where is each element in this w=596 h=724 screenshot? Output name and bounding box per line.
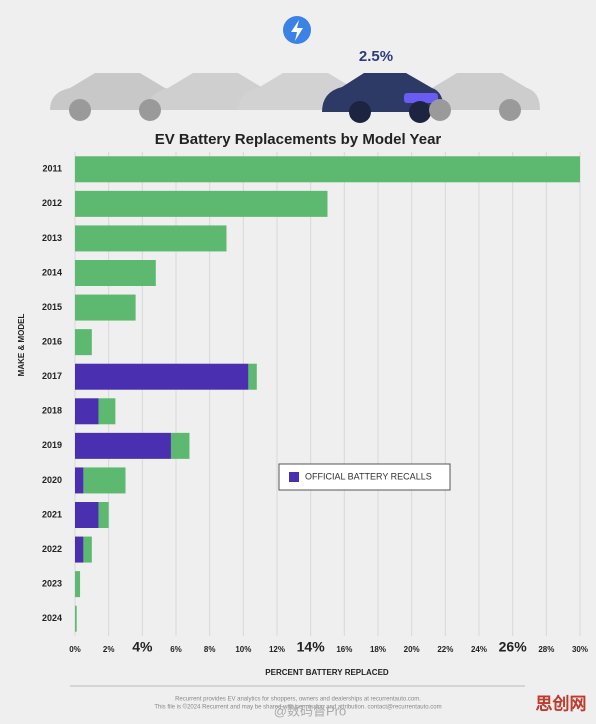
x-tick-label: 6% bbox=[170, 645, 182, 654]
chart-title: EV Battery Replacements by Model Year bbox=[155, 131, 442, 148]
bar-segment bbox=[98, 398, 116, 425]
bar-segment bbox=[248, 363, 257, 390]
bar-segment bbox=[75, 156, 580, 183]
footer-text: This file is ©2024 Recurrent and may be … bbox=[154, 704, 441, 711]
bolt bbox=[291, 20, 303, 41]
x-tick-label: 12% bbox=[269, 645, 285, 654]
bar-segment bbox=[75, 571, 81, 598]
y-tick-label: 2011 bbox=[42, 164, 62, 174]
bar-segment bbox=[75, 432, 171, 459]
watermark: 思创网 bbox=[536, 693, 587, 713]
bar-segment bbox=[75, 363, 249, 390]
x-tick-label: 10% bbox=[235, 645, 251, 654]
bar-segment bbox=[83, 467, 126, 494]
bar-segment bbox=[75, 329, 92, 356]
bar-segment bbox=[75, 260, 156, 286]
bar-segment bbox=[75, 467, 84, 494]
y-tick-label: 2023 bbox=[42, 579, 62, 589]
x-tick-label: 0% bbox=[69, 645, 81, 654]
legend-swatch bbox=[289, 472, 299, 482]
x-tick-label: 8% bbox=[204, 645, 216, 654]
bar-segment bbox=[75, 502, 99, 528]
y-tick-label: 2016 bbox=[42, 337, 62, 347]
x-tick-label: 22% bbox=[437, 645, 453, 654]
y-tick-label: 2019 bbox=[42, 440, 62, 450]
y-tick-label: 2017 bbox=[42, 371, 62, 381]
legend-box bbox=[278, 463, 451, 491]
y-tick-label: 2012 bbox=[42, 198, 62, 208]
legend-label: OFFICIAL BATTERY RECALLS bbox=[305, 471, 432, 481]
bar-segment bbox=[75, 536, 84, 563]
x-tick-label: 20% bbox=[404, 645, 420, 654]
bar-segment bbox=[170, 432, 190, 459]
badge: 2.5% bbox=[359, 48, 393, 65]
bar-segment bbox=[75, 225, 227, 252]
y-tick-label: 2020 bbox=[42, 475, 62, 485]
x-tick-label: 18% bbox=[370, 645, 386, 654]
x-tick-label: 30% bbox=[572, 645, 588, 654]
bar-segment bbox=[75, 398, 99, 425]
x-tick-label: 24% bbox=[471, 645, 487, 654]
y-tick-label: 2018 bbox=[42, 406, 62, 416]
x-tick-label: 4% bbox=[132, 639, 153, 655]
x-axis-label: PERCENT BATTERY REPLACED bbox=[265, 668, 389, 677]
bar-segment bbox=[98, 502, 109, 528]
y-axis-label: MAKE & MODEL bbox=[17, 314, 26, 377]
y-tick-label: 2024 bbox=[42, 613, 62, 623]
x-tick-label: 14% bbox=[297, 639, 326, 655]
y-tick-label: 2021 bbox=[42, 509, 62, 519]
y-tick-label: 2013 bbox=[42, 233, 62, 243]
footer-text: Recurrent provides EV analytics for shop… bbox=[175, 697, 421, 703]
cars bbox=[50, 73, 540, 123]
bar-segment bbox=[75, 605, 77, 632]
bar-segment bbox=[75, 294, 136, 321]
y-tick-label: 2014 bbox=[42, 267, 62, 277]
x-tick-label: 16% bbox=[336, 645, 352, 654]
y-tick-label: 2015 bbox=[42, 302, 62, 312]
x-tick-label: 28% bbox=[538, 645, 554, 654]
bar-segment bbox=[83, 536, 92, 563]
watermark: @数码督Pro bbox=[274, 703, 346, 718]
bar-segment bbox=[75, 190, 328, 217]
x-tick-label: 2% bbox=[103, 645, 115, 654]
x-tick-label: 26% bbox=[499, 639, 528, 655]
y-tick-label: 2022 bbox=[42, 544, 62, 554]
